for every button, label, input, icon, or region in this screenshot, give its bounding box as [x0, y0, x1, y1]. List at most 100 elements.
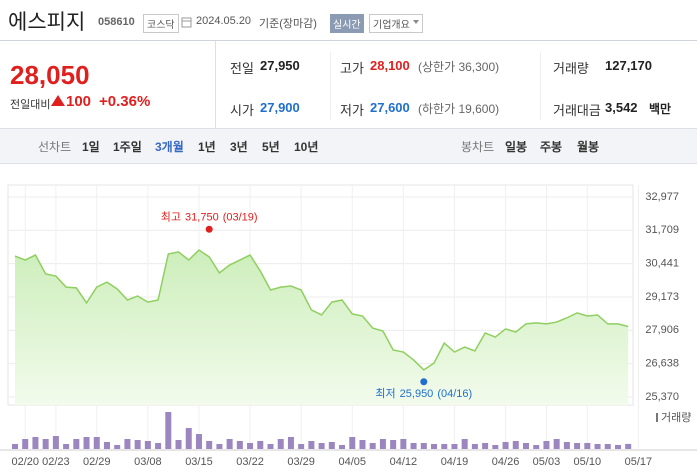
volume-bar: [400, 439, 407, 449]
price: 28,050: [10, 60, 90, 90]
volume-bar: [63, 444, 70, 449]
x-tick-label: 05/17: [625, 456, 653, 468]
field-label: 거래대금: [553, 103, 601, 118]
x-tick-label: 05/10: [574, 456, 602, 468]
realtime-badge[interactable]: 실시간: [330, 14, 364, 33]
tab[interactable]: 5년: [262, 140, 280, 154]
change: 100: [66, 93, 92, 110]
field-unit: 백만: [649, 102, 672, 116]
volume-bar: [574, 443, 581, 449]
x-tick-label: 03/15: [185, 456, 213, 468]
volume-bar: [216, 444, 223, 449]
volume-bar: [563, 442, 570, 449]
y-tick-label: 25,370: [645, 391, 679, 403]
tab[interactable]: 1일: [82, 140, 100, 154]
volume-bar: [257, 441, 264, 449]
tab[interactable]: 3년: [230, 140, 248, 154]
field-label: 전일: [230, 61, 254, 76]
annotation-date: (03/19): [223, 211, 258, 223]
volume-bar: [614, 445, 621, 449]
volume-bar: [543, 441, 550, 449]
field-value: 127,170: [605, 58, 652, 73]
tab[interactable]: 월봉: [577, 140, 600, 154]
volume-bar: [451, 444, 458, 449]
volume-bar: [42, 439, 49, 449]
volume-bar: [93, 437, 100, 449]
stock-code: 058610: [98, 16, 135, 28]
annotation-value-label: 31,750: [185, 211, 219, 223]
stock-name: 에스피지: [8, 11, 86, 34]
tab-label: 선차트: [38, 140, 72, 154]
volume-bar: [165, 412, 172, 449]
volume-bar: [226, 439, 233, 449]
volume-bar: [206, 441, 213, 449]
volume-bar: [267, 444, 274, 449]
tab[interactable]: 10년: [294, 140, 319, 154]
divider: [0, 40, 697, 41]
volume-bar: [553, 439, 560, 449]
volume-bar: [308, 441, 315, 449]
y-tick-label: 32,977: [645, 191, 679, 203]
volume-bar: [114, 445, 121, 449]
tab-bar: [0, 128, 697, 164]
volume-legend: 거래량: [661, 411, 691, 424]
volume-bar: [83, 437, 90, 449]
x-tick-label: 04/05: [338, 456, 366, 468]
x-tick-label: 03/08: [134, 456, 162, 468]
field-value: 27,600: [370, 100, 410, 115]
volume-bar: [604, 444, 611, 449]
annotation-marker: [420, 378, 428, 386]
tab[interactable]: 1주일: [113, 140, 142, 154]
x-tick-label: 05/03: [533, 456, 561, 468]
volume-bar: [379, 439, 386, 449]
volume-bar: [318, 443, 325, 449]
volume-bar: [175, 440, 182, 449]
tab[interactable]: 주봉: [540, 140, 563, 154]
x-tick-label: 02/29: [83, 456, 111, 468]
volume-bar: [594, 444, 601, 449]
volume-bar: [144, 441, 151, 449]
up-icon: [51, 95, 65, 106]
volume-bar: [247, 443, 254, 449]
volume-bar: [195, 434, 202, 449]
field-value: 28,100: [370, 58, 410, 73]
basis: 기준(장마감): [259, 18, 317, 30]
x-tick-label: 04/26: [492, 456, 520, 468]
annotation-label: 최고: [161, 210, 181, 223]
x-tick-label: 02/20: [11, 456, 39, 468]
change-label: 전일대비: [10, 99, 51, 111]
divider: [215, 41, 216, 128]
volume-bar: [533, 445, 540, 449]
x-tick-label: 03/22: [236, 456, 264, 468]
field-label: 거래량: [553, 61, 589, 76]
annotation-marker: [205, 225, 213, 233]
volume-bar: [328, 442, 335, 449]
chart: 25,370 26,638 27,906 29,173 30,441 31,709 32,9…: [0, 184, 697, 468]
annotation-value-label: 25,950: [400, 388, 434, 400]
tab-label: 봉차트: [461, 140, 495, 154]
company-info-label: 기업개요: [373, 20, 410, 31]
field-label: 저가: [340, 103, 364, 118]
field-value: 3,542: [605, 100, 638, 115]
field-label: 고가: [340, 61, 364, 76]
tab[interactable]: 1년: [198, 140, 216, 154]
volume-bar: [12, 444, 18, 449]
volume-bar: [492, 445, 499, 449]
volume-bar: [73, 439, 80, 449]
volume-bar: [124, 439, 131, 449]
price-area: [15, 250, 629, 405]
volume-bar: [185, 428, 192, 449]
volume-bar: [471, 444, 478, 449]
volume-bar: [502, 442, 509, 449]
company-info-button[interactable]: 기업개요: [369, 14, 423, 33]
field-value: 27,950: [260, 58, 300, 73]
volume-bar: [523, 443, 529, 449]
tab[interactable]: 3개월: [155, 140, 184, 154]
annotation-label: 최저: [375, 387, 395, 400]
volume-bar: [134, 440, 141, 449]
volume-bar: [359, 440, 366, 449]
annotation: 최고 31,750 (03/19): [161, 210, 258, 223]
tab[interactable]: 일봉: [505, 140, 528, 154]
calendar-icon: [181, 17, 192, 28]
volume-bar: [512, 441, 519, 449]
